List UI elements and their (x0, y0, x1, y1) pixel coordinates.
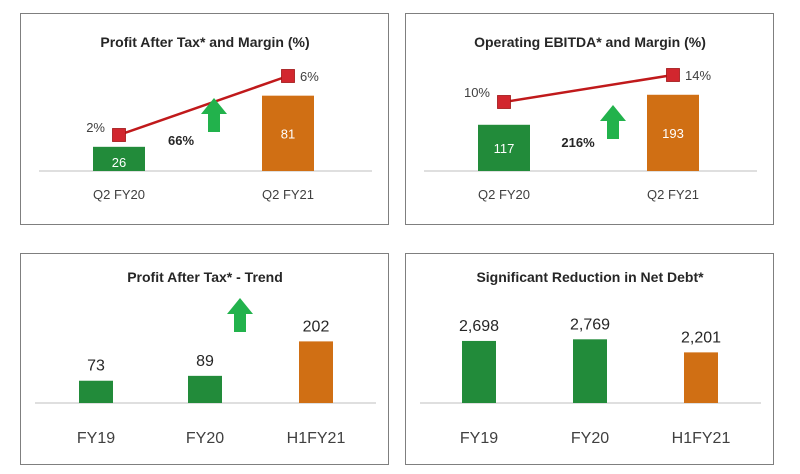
bar-value-label: 2,769 (570, 316, 610, 333)
bar-fy20 (188, 375, 222, 403)
chart-panel-net-debt: Significant Reduction in Net Debt* 2,698… (405, 253, 774, 465)
bar-fy19 (79, 380, 113, 403)
category-label: Q2 FY21 (262, 187, 314, 202)
bar-q2-fy21 (262, 95, 314, 171)
bar-value-label: 117 (494, 141, 515, 156)
bar-value-label: 193 (662, 126, 684, 141)
chart-panel-pat-margin: Profit After Tax* and Margin (%) 26 81 2… (20, 13, 389, 225)
up-arrow-icon (227, 298, 253, 332)
margin-label: 10% (464, 85, 490, 100)
category-label: FY20 (571, 430, 609, 447)
bar-fy19 (462, 340, 496, 403)
bar-value-label: 81 (281, 126, 295, 141)
margin-line (118, 74, 289, 137)
category-label: Q2 FY20 (478, 187, 530, 202)
bar-q2-fy21 (647, 94, 699, 171)
chart-panel-ebitda-margin: Operating EBITDA* and Margin (%) 117 193… (405, 13, 774, 225)
bar-q2-fy20 (93, 146, 145, 171)
chart-panel-pat-trend: Profit After Tax* - Trend 73 89 202 FY19… (20, 253, 389, 465)
chart-svg-pat-margin: Profit After Tax* and Margin (%) 26 81 2… (39, 34, 372, 202)
chart-svg-ebitda-margin: Operating EBITDA* and Margin (%) 117 193… (424, 34, 757, 202)
chart-title: Significant Reduction in Net Debt* (476, 269, 704, 285)
category-label: FY20 (186, 430, 224, 447)
up-arrow-icon (201, 98, 227, 132)
chart-svg-net-debt: Significant Reduction in Net Debt* 2,698… (420, 269, 761, 447)
margin-marker (281, 69, 295, 83)
category-label: FY19 (460, 430, 498, 447)
growth-label: 66% (168, 133, 194, 148)
bar-h1fy21 (299, 341, 333, 403)
bar-value-label: 2,201 (681, 329, 721, 346)
category-label: H1FY21 (287, 430, 346, 447)
category-label: FY19 (77, 430, 115, 447)
chart-title: Profit After Tax* and Margin (%) (100, 34, 309, 50)
chart-svg-pat-trend: Profit After Tax* - Trend 73 89 202 FY19… (35, 269, 376, 447)
bar-h1fy21 (684, 352, 718, 403)
margin-marker (497, 95, 511, 109)
bar-value-label: 26 (112, 155, 126, 170)
bar-value-label: 73 (87, 358, 105, 375)
chart-title: Operating EBITDA* and Margin (%) (474, 34, 706, 50)
up-arrow-icon (600, 105, 626, 139)
growth-label: 216% (561, 135, 595, 150)
margin-marker (112, 128, 126, 142)
margin-label: 2% (86, 120, 105, 135)
category-label: Q2 FY20 (93, 187, 145, 202)
bar-fy20 (573, 339, 607, 403)
margin-marker (666, 68, 680, 82)
margin-label: 14% (685, 68, 711, 83)
margin-line (503, 73, 674, 104)
bar-value-label: 2,698 (459, 318, 499, 335)
chart-title: Profit After Tax* - Trend (127, 269, 283, 285)
category-label: H1FY21 (672, 430, 731, 447)
bar-value-label: 89 (196, 353, 214, 370)
margin-label: 6% (300, 69, 319, 84)
category-label: Q2 FY21 (647, 187, 699, 202)
bar-value-label: 202 (303, 318, 330, 335)
bar-q2-fy20 (478, 124, 530, 171)
